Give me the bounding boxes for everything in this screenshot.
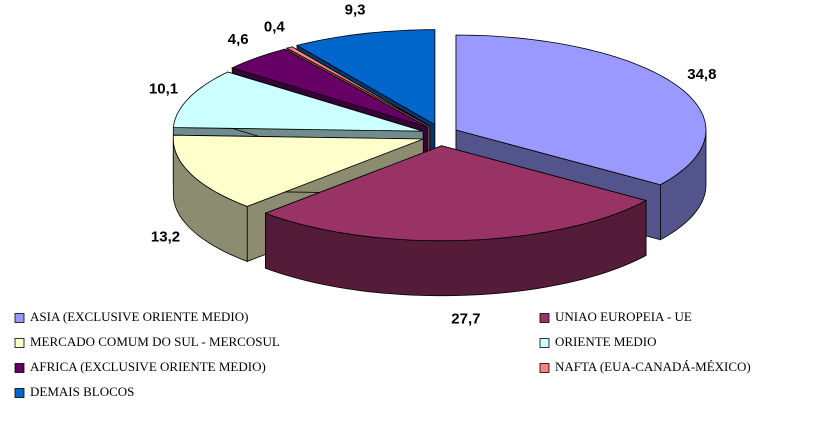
legend-swatch	[14, 363, 25, 373]
data-label: 27,7	[451, 310, 480, 327]
data-label: 13,2	[151, 229, 180, 246]
legend-label: UNIAO EUROPEIA - UE	[555, 309, 692, 324]
legend-swatch	[539, 313, 550, 323]
slice	[172, 71, 424, 132]
legend-label: AFRICA (EXCLUSIVE ORIENTE MEDIO)	[30, 359, 266, 374]
data-label: 34,8	[687, 66, 716, 83]
slice	[231, 48, 428, 128]
legend-swatch	[14, 313, 25, 323]
legend-label: ASIA (EXCLUSIVE ORIENTE MEDIO)	[30, 309, 248, 324]
slice-group	[264, 145, 648, 297]
legend-swatch	[539, 338, 550, 348]
legend-label: NAFTA (EUA-CANADÁ-MÉXICO)	[555, 359, 751, 374]
data-label: 10,1	[149, 81, 178, 98]
legend-swatch	[539, 363, 550, 373]
slice	[264, 145, 648, 242]
legend-label: MERCADO COMUM DO SUL - MERCOSUL	[30, 334, 280, 349]
data-label: 4,6	[228, 31, 249, 48]
data-label: 0,4	[264, 18, 286, 35]
legend-swatch	[14, 338, 25, 348]
legend-swatch	[14, 388, 25, 398]
data-label: 9,3	[345, 1, 366, 18]
legend-label: DEMAIS BLOCOS	[30, 384, 134, 399]
slice	[285, 46, 431, 127]
slice	[172, 134, 424, 207]
slice	[455, 34, 707, 186]
legend-label: ORIENTE MEDIO	[555, 334, 656, 349]
slice	[295, 29, 436, 126]
